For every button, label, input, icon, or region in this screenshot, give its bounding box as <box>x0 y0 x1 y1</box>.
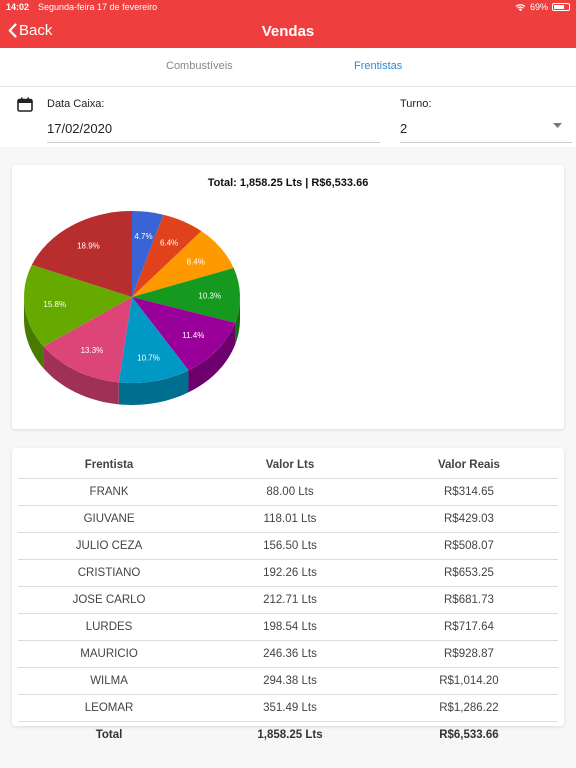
pie-slice-label: 18.9% <box>77 242 100 251</box>
pie-slice-side <box>235 297 240 345</box>
pie-slice[interactable] <box>132 297 236 371</box>
header-valor-lts: Valor Lts <box>200 452 380 479</box>
table-row[interactable]: JULIO CEZA 156.50 Lts R$508.07 <box>18 532 558 560</box>
turno-label: Turno: <box>400 98 432 110</box>
header-frentista: Frentista <box>18 452 201 479</box>
pie-slice-side <box>118 370 189 405</box>
pie-slice[interactable] <box>43 297 132 383</box>
back-button[interactable]: Back <box>8 22 52 39</box>
pie-slice[interactable] <box>31 211 132 297</box>
cell-valor-reais: R$653.25 <box>379 559 558 587</box>
chart-title: Total: 1,858.25 Lts | R$6,533.66 <box>207 177 369 189</box>
dropdown-arrow-icon[interactable] <box>553 123 562 129</box>
battery-percent: 69% <box>529 2 548 12</box>
table-row[interactable]: CRISTIANO 192.26 Lts R$653.25 <box>18 559 558 587</box>
pie-chart-card: Total: 1,858.25 Lts | R$6,533.66 4.7% 6.4… <box>12 165 564 429</box>
cell-valor-lts: 294.38 Lts <box>200 667 380 695</box>
battery-icon <box>552 3 570 11</box>
cell-valor-reais: R$429.03 <box>379 505 558 533</box>
pie-slice-side <box>43 346 119 405</box>
pie-slice-side <box>188 322 236 393</box>
filter-form: Data Caixa: 17/02/2020 Turno: 2 <box>0 87 576 147</box>
table-card: Frentista Valor Lts Valor Reais FRANK 88.… <box>12 448 564 741</box>
turno-select[interactable]: 2 <box>400 121 408 136</box>
pie-slice-label: 6.4% <box>160 239 178 248</box>
pie-slice-label: 11.4% <box>182 331 204 340</box>
table-row[interactable]: WILMA 294.38 Lts R$1,014.20 <box>18 667 558 695</box>
cell-frentista: WILMA <box>18 667 201 695</box>
pie-slice-label: 13.3% <box>81 346 104 355</box>
tab-frentistas[interactable]: Frentistas <box>354 60 403 72</box>
back-label: Back <box>19 22 53 39</box>
wifi-icon <box>515 3 526 11</box>
pie-slice[interactable] <box>132 231 234 297</box>
pie-slice[interactable] <box>132 211 164 297</box>
cell-valor-lts: 212.71 Lts <box>200 586 380 614</box>
segment-tabs: Combustíveis Frentistas <box>0 48 576 87</box>
table-row[interactable]: LURDES 198.54 Lts R$717.64 <box>18 613 558 641</box>
table-row[interactable]: LEOMAR 351.49 Lts R$1,286.22 <box>18 694 558 722</box>
table-row[interactable]: JOSE CARLO 212.71 Lts R$681.73 <box>18 586 558 614</box>
table-row[interactable]: FRANK 88.00 Lts R$314.65 <box>18 478 558 506</box>
page-title: Vendas <box>261 23 315 40</box>
cell-valor-reais: R$1,014.20 <box>379 667 558 695</box>
total-label: Total <box>95 729 123 741</box>
table-row[interactable]: MAURICIO 246.36 Lts R$928.87 <box>18 640 558 668</box>
calendar-icon[interactable] <box>17 97 33 112</box>
data-caixa-field[interactable]: 17/02/2020 <box>47 121 113 136</box>
cell-valor-reais: R$508.07 <box>379 532 558 560</box>
status-right: 69% <box>515 2 570 12</box>
cell-valor-lts: 156.50 Lts <box>200 532 380 560</box>
pie-slice-side <box>24 297 44 369</box>
status-bar: 14:02 Segunda-feira 17 de fevereiro 69% <box>0 0 576 16</box>
cell-frentista: CRISTIANO <box>18 559 201 587</box>
status-date: Segunda-feira 17 de fevereiro <box>38 2 158 12</box>
frentistas-table: Frentista Valor Lts Valor Reais FRANK 88.… <box>18 452 558 748</box>
cell-valor-reais: R$314.65 <box>379 478 558 506</box>
cell-valor-lts: 246.36 Lts <box>200 640 380 668</box>
pie-chart: 4.7% 6.4% 8.4% 10.3% 11.4% 10.7% 13.3% 15.8% 18.… <box>23 211 240 405</box>
cell-valor-reais: R$681.73 <box>379 586 558 614</box>
pie-slice[interactable] <box>23 264 133 347</box>
cell-frentista: MAURICIO <box>18 640 201 668</box>
pie-slice-label: 10.7% <box>137 354 160 363</box>
cell-valor-lts: 192.26 Lts <box>200 559 380 587</box>
table-total-row: Total 1,858.25 Lts R$6,533.66 <box>18 722 558 749</box>
cell-frentista: FRANK <box>18 478 201 506</box>
status-time: 14:02 <box>6 2 30 12</box>
cell-frentista: GIUVANE <box>18 505 201 533</box>
pie-slice[interactable] <box>132 214 202 297</box>
pie-slice-label: 4.7% <box>134 232 152 241</box>
cell-frentista: JOSE CARLO <box>18 586 201 614</box>
data-caixa-label: Data Caixa: <box>47 98 105 110</box>
table-header-row: Frentista Valor Lts Valor Reais <box>18 452 558 479</box>
chevron-left-icon <box>8 23 17 38</box>
nav-bar: Back Vendas <box>0 16 576 48</box>
table-row[interactable]: GIUVANE 118.01 Lts R$429.03 <box>18 505 558 533</box>
pie-slice-label: 8.4% <box>187 258 205 267</box>
cell-valor-reais: R$717.64 <box>379 613 558 641</box>
cell-valor-lts: 118.01 Lts <box>200 505 380 533</box>
pie-slice-label: 15.8% <box>43 300 66 309</box>
header-valor-reais: Valor Reais <box>379 452 558 479</box>
cell-frentista: LEOMAR <box>18 694 201 722</box>
pie-slice-label: 10.3% <box>198 292 221 301</box>
pie-slice[interactable] <box>132 267 240 323</box>
tab-combustiveis[interactable]: Combustíveis <box>166 60 233 72</box>
cell-valor-reais: R$1,286.22 <box>379 694 558 722</box>
turno-underline <box>400 142 572 143</box>
cell-frentista: JULIO CEZA <box>18 532 201 560</box>
pie-slice[interactable] <box>118 297 189 383</box>
cell-valor-reais: R$928.87 <box>379 640 558 668</box>
cell-valor-lts: 351.49 Lts <box>200 694 380 722</box>
cell-frentista: LURDES <box>18 613 201 641</box>
cell-valor-lts: 198.54 Lts <box>200 613 380 641</box>
cell-valor-lts: 88.00 Lts <box>200 478 380 506</box>
total-lts: 1,858.25 Lts <box>257 729 323 741</box>
data-caixa-underline <box>47 142 380 143</box>
total-reais: R$6,533.66 <box>439 729 499 741</box>
